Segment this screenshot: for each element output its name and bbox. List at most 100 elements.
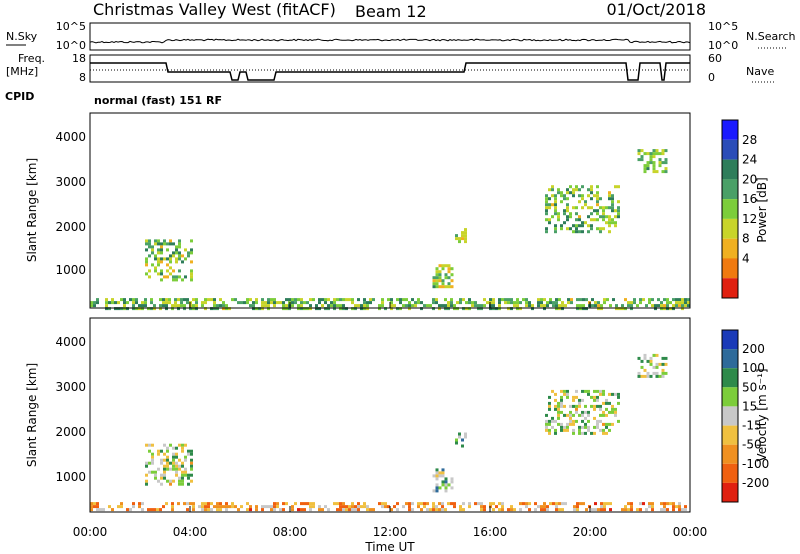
heatmap-cell: [563, 194, 566, 198]
heatmap-cell: [435, 270, 439, 274]
heatmap-cell: [151, 470, 154, 474]
heatmap-cell: [153, 304, 156, 308]
colorbar-tick-label: 16: [742, 192, 757, 206]
heatmap-cell: [584, 203, 587, 207]
heatmap-cell: [181, 449, 184, 453]
heatmap-cell: [617, 215, 620, 219]
heatmap-cell: [450, 301, 453, 305]
heatmap-cell: [545, 419, 548, 423]
colorbar-swatch: [722, 278, 738, 298]
heatmap-cell: [210, 508, 213, 512]
heatmap-cell: [300, 307, 303, 311]
heatmap-cell: [468, 505, 471, 509]
heatmap-cell: [190, 260, 193, 264]
heatmap-cell: [554, 224, 557, 228]
heatmap-cell: [181, 470, 184, 474]
heatmap-cell: [390, 304, 393, 308]
heatmap-cell: [672, 304, 675, 308]
heatmap-cell: [151, 248, 154, 252]
heatmap-cell: [468, 307, 471, 311]
heatmap-cell: [602, 209, 605, 213]
heatmap-cell: [309, 298, 312, 302]
heatmap-cell: [151, 455, 154, 459]
heatmap-cell: [390, 298, 393, 302]
heatmap-cell: [261, 301, 264, 305]
heatmap-cell: [630, 502, 633, 506]
heatmap-cell: [531, 307, 534, 311]
heatmap-cell: [160, 278, 163, 282]
heatmap-cell: [611, 197, 614, 201]
heatmap-cell: [330, 301, 333, 305]
heatmap-cell: [447, 307, 450, 311]
heatmap-cell: [252, 307, 255, 311]
heatmap-cell: [461, 237, 464, 241]
heatmap-cell: [540, 298, 543, 302]
heatmap-cell: [246, 502, 249, 506]
heatmap-cell: [447, 285, 451, 289]
heatmap-cell: [578, 401, 581, 405]
heatmap-cell: [471, 301, 474, 305]
heatmap-cell: [563, 389, 566, 393]
heatmap-cell: [225, 505, 228, 509]
heatmap-cell: [157, 479, 160, 483]
heatmap-cell: [181, 473, 184, 477]
heatmap-cell: [495, 307, 498, 311]
heatmap-cell: [175, 452, 178, 456]
heatmap-cell: [545, 227, 548, 231]
heatmap-cell: [678, 505, 681, 509]
heatmap-cell: [605, 422, 608, 426]
heatmap-cell: [646, 167, 650, 171]
heatmap-cell: [537, 298, 540, 302]
colorbar-tick-label: -200: [742, 476, 769, 490]
heatmap-cell: [166, 275, 169, 279]
heatmap-cell: [351, 505, 354, 509]
heatmap-cell: [363, 307, 366, 311]
heatmap-cell: [246, 298, 249, 302]
heatmap-cell: [148, 245, 151, 249]
heatmap-cell: [608, 218, 611, 222]
heatmap-cell: [465, 301, 468, 305]
heatmap-cell: [609, 304, 612, 308]
heatmap-cell: [602, 206, 605, 210]
colorbar-swatch: [722, 120, 738, 140]
heatmap-cell: [501, 508, 504, 512]
heatmap-cell: [450, 298, 453, 302]
heatmap-cell: [489, 502, 492, 506]
heatmap-cell: [545, 230, 548, 234]
heatmap-cell: [655, 371, 659, 375]
heatmap-cell: [300, 502, 303, 506]
heatmap-cell: [405, 298, 408, 302]
heatmap-cell: [312, 502, 315, 506]
heatmap-cell: [210, 502, 213, 506]
heatmap-cell: [555, 301, 558, 305]
heatmap-cell: [569, 185, 572, 189]
heatmap-cell: [195, 304, 198, 308]
heatmap-cell: [154, 470, 157, 474]
heatmap-cell: [477, 304, 480, 308]
heatmap-cell: [603, 505, 606, 509]
heatmap-cell: [169, 479, 172, 483]
heatmap-cell: [270, 298, 273, 302]
heatmap-cell: [681, 298, 684, 302]
heatmap-cell: [444, 276, 448, 280]
heatmap-cell: [611, 206, 614, 210]
heatmap-cell: [411, 508, 414, 512]
colorbar-tick-label: -50: [742, 438, 762, 452]
heatmap-cell: [432, 502, 435, 506]
heatmap-cell: [669, 301, 672, 305]
heatmap-cell: [663, 508, 666, 512]
heatmap-cell: [178, 254, 181, 258]
heatmap-cell: [561, 301, 564, 305]
heatmap-cell: [330, 304, 333, 308]
heatmap-cell: [596, 197, 599, 201]
heatmap-cell: [327, 307, 330, 311]
heatmap-cell: [408, 508, 411, 512]
heatmap-cell: [90, 505, 93, 509]
heatmap-cell: [551, 215, 554, 219]
heatmap-cell: [190, 272, 193, 276]
heatmap-cell: [163, 452, 166, 456]
heatmap-cell: [333, 298, 336, 302]
colorbar-swatch: [722, 463, 738, 483]
heatmap-cell: [336, 502, 339, 506]
heatmap-cell: [315, 304, 318, 308]
